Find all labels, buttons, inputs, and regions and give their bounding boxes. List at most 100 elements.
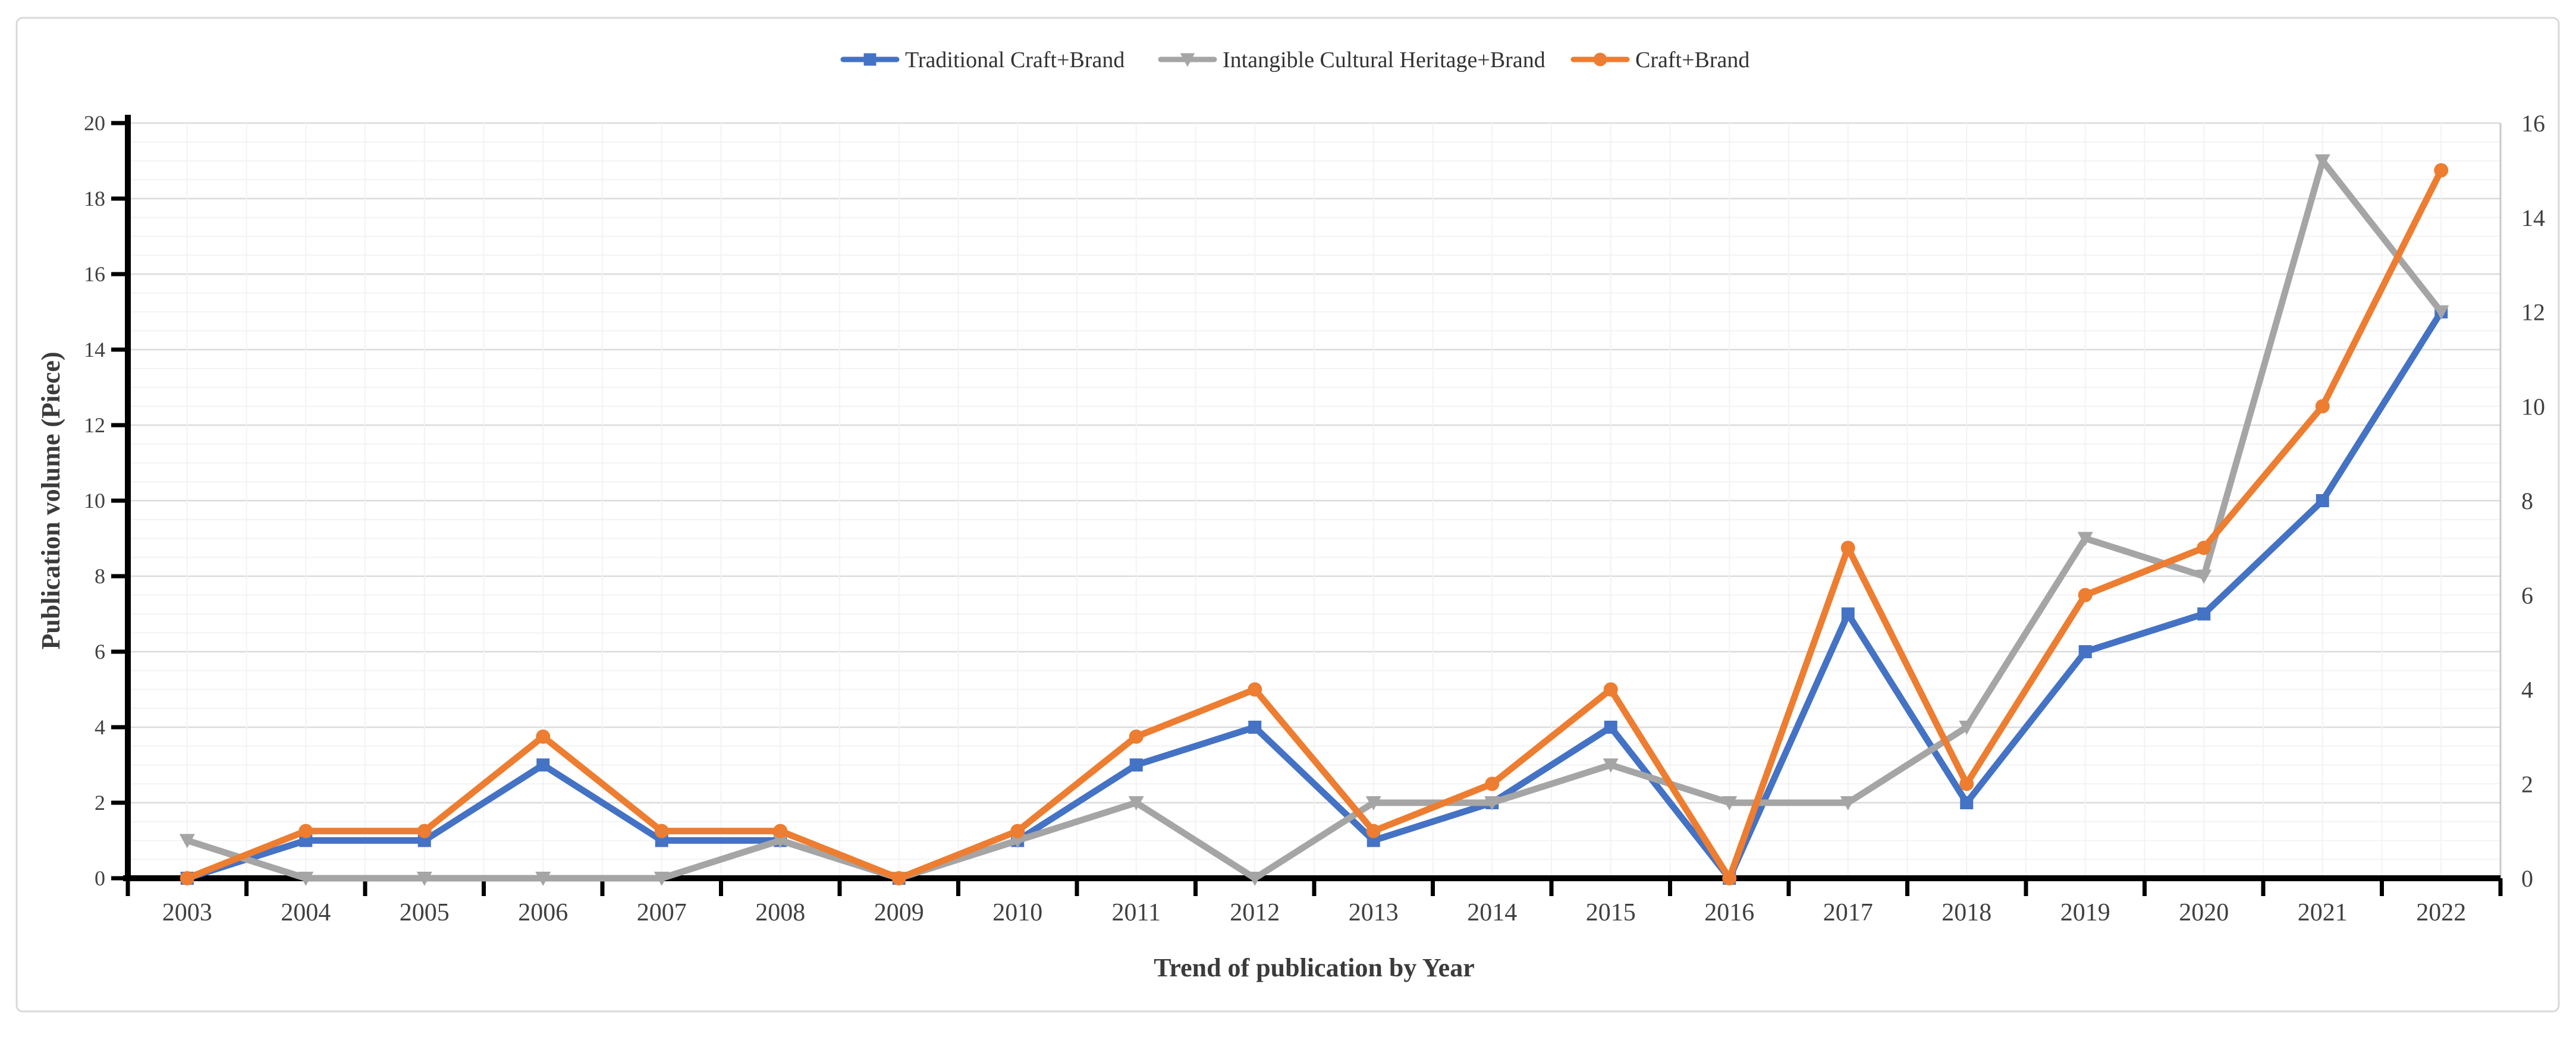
data-point-marker: [416, 872, 432, 886]
gridlines: [128, 122, 2502, 878]
data-point-marker: [1604, 721, 1617, 734]
data-point-marker: [891, 871, 906, 885]
data-point-marker: [654, 824, 669, 838]
data-point-marker: [1840, 796, 1856, 810]
x-axis-tick-label: 2021: [2298, 899, 2348, 926]
legend-label: Intangible Cultural Heritage+Brand: [1223, 48, 1545, 73]
secondary-y-axis-tick-label: 10: [2521, 393, 2545, 420]
y-axis-tick-label: 4: [95, 715, 105, 739]
y-axis-tick-label: 12: [84, 413, 105, 437]
secondary-y-axis-tick-label: 6: [2521, 582, 2533, 609]
x-axis-tick-label: 2015: [1586, 899, 1636, 926]
data-point-marker: [2314, 154, 2330, 169]
y-axis-title: Publication volume (Piece): [36, 351, 65, 649]
y-axis-tick-label: 18: [84, 187, 105, 210]
data-point-marker: [1010, 824, 1025, 838]
x-axis-tick-label: 2020: [2179, 899, 2229, 926]
chart-frame[interactable]: [15, 17, 2560, 1013]
data-point-marker: [1248, 721, 1262, 734]
data-point-marker: [2077, 532, 2093, 546]
data-point-marker: [772, 834, 788, 849]
x-axis-tick-label: 2005: [400, 899, 450, 926]
data-point-marker: [179, 834, 195, 849]
axis-labels: 0 2 4 6 8 10 12 14 16 18 20 0 2 4 6 8 10 12 14 16 2003 2004 20…: [84, 110, 2545, 926]
x-axis-tick-label: 2011: [1112, 899, 1161, 926]
x-axis-title: Trend of publication by Year: [1154, 953, 1474, 982]
x-axis-tick-label: 2012: [1230, 899, 1280, 926]
data-point-marker: [1960, 796, 1974, 809]
data-point-marker: [863, 53, 877, 66]
x-axis-tick-label: 2010: [992, 899, 1042, 926]
data-point-marker: [1180, 53, 1195, 67]
data-point-marker: [2078, 645, 2092, 658]
data-point-marker: [1603, 682, 1618, 697]
data-point-marker: [654, 872, 670, 886]
x-axis-tick-label: 2017: [1823, 899, 1873, 926]
secondary-y-axis-tick-label: 2: [2521, 771, 2533, 797]
data-point-marker: [299, 824, 313, 838]
data-point-marker: [1593, 52, 1607, 67]
x-axis-tick-label: 2007: [637, 899, 687, 926]
data-point-marker: [536, 729, 551, 744]
series-line: [184, 309, 2445, 882]
data-point-marker: [1959, 721, 1975, 735]
y-axis-tick-label: 16: [84, 262, 105, 286]
data-point-marker: [298, 872, 314, 886]
x-axis-tick-label: 2008: [755, 899, 805, 926]
secondary-y-axis-tick-label: 16: [2521, 110, 2545, 137]
legend-item-traditional-craft-brand[interactable]: Traditional Craft+Brand: [840, 48, 1124, 73]
data-point-marker: [2196, 570, 2212, 584]
data-point-marker: [1365, 796, 1381, 810]
series-line: [184, 166, 2445, 882]
data-point-marker: [1010, 834, 1026, 849]
data-point-marker: [1248, 682, 1262, 697]
data-point-marker: [536, 758, 550, 772]
data-point-marker: [2315, 399, 2330, 414]
x-axis-tick-label: 2016: [1704, 899, 1754, 926]
x-axis-tick-label: 2013: [1349, 899, 1399, 926]
secondary-y-axis-tick-label: 4: [2521, 677, 2533, 703]
data-point-marker: [2433, 305, 2449, 320]
y-axis-tick-label: 8: [95, 564, 105, 588]
data-point-marker: [773, 824, 788, 838]
data-point-marker: [1959, 777, 1974, 791]
x-axis-tick-label: 2009: [874, 899, 924, 926]
data-point-marker: [1129, 758, 1143, 772]
legend-label: Traditional Craft+Brand: [905, 48, 1124, 73]
secondary-y-axis-tick-label: 0: [2521, 865, 2533, 892]
data-point-marker: [1128, 796, 1144, 810]
chart-generated-content: 0 2 4 6 8 10 12 14 16 18 20 0 2 4 6 8 10 12 14 16 2003 2004 20…: [15, 17, 2560, 1013]
legend-item-craft-brand[interactable]: Craft+Brand: [1570, 48, 1749, 73]
legend-label: Craft+Brand: [1635, 48, 1749, 73]
data-point-marker: [2197, 541, 2211, 555]
data-point-marker: [1721, 796, 1738, 810]
data-point-marker: [1484, 796, 1500, 810]
data-point-marker: [1840, 541, 1855, 555]
data-point-marker: [1722, 871, 1737, 885]
legend-item-intangible-cultural-heritage-brand[interactable]: Intangible Cultural Heritage+Brand: [1158, 48, 1545, 73]
data-point-marker: [2078, 587, 2093, 602]
secondary-y-axis-tick-label: 14: [2521, 205, 2545, 231]
series-line: [184, 158, 2445, 882]
data-point-marker: [1841, 607, 1855, 621]
data-point-marker: [417, 824, 432, 838]
y-axis-tick-label: 0: [95, 866, 105, 890]
x-axis-tick-label: 2006: [518, 899, 568, 926]
data-point-marker: [180, 871, 194, 885]
y-axis-tick-label: 2: [95, 791, 105, 815]
x-axis-tick-label: 2004: [281, 899, 331, 926]
x-axis-tick-label: 2014: [1467, 899, 1517, 926]
data-point-marker: [1485, 777, 1500, 791]
y-axis-tick-label: 14: [84, 338, 105, 362]
data-point-marker: [1366, 824, 1381, 838]
data-point-marker: [2316, 494, 2329, 507]
series-craft-brand: [180, 163, 2449, 885]
data-point-marker: [2197, 607, 2211, 621]
x-axis-tick-label: 2003: [162, 899, 212, 926]
y-axis-tick-label: 20: [84, 111, 105, 135]
y-axis-tick-label: 6: [95, 640, 105, 664]
x-axis-tick-label: 2022: [2416, 899, 2466, 926]
data-point-marker: [2434, 163, 2449, 178]
